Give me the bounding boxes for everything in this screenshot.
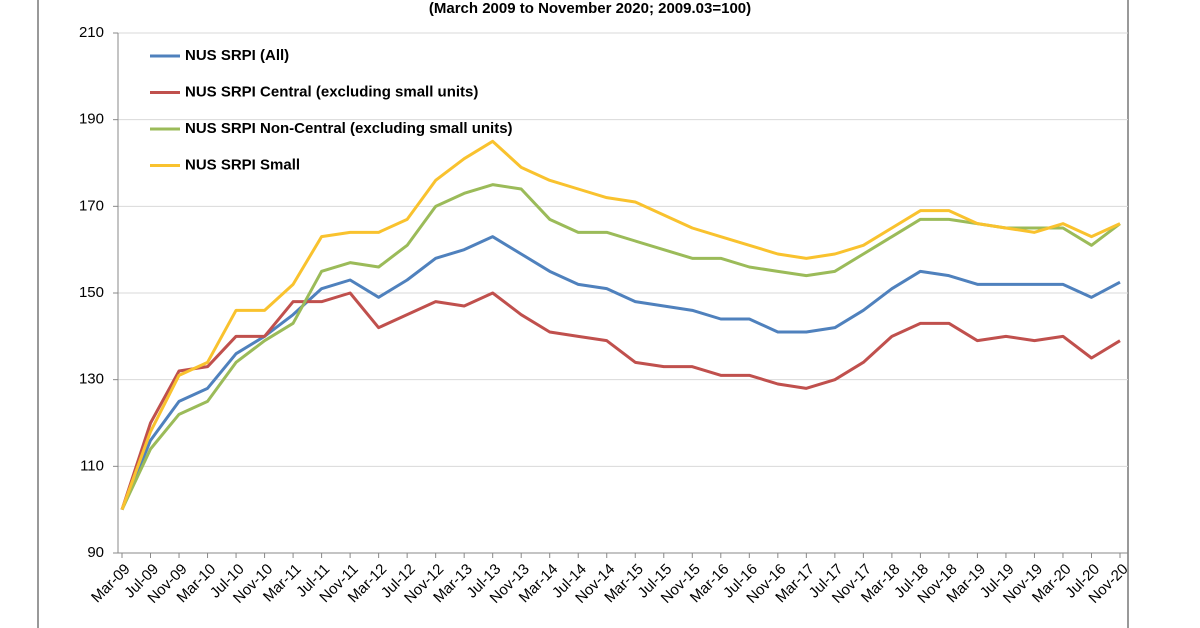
chart-subtitle: (March 2009 to November 2020; 2009.03=10… (429, 0, 751, 17)
y-tick-label: 170 (79, 197, 104, 214)
y-tick-label: 90 (87, 544, 104, 561)
series-line (120, 291, 1121, 511)
y-tick-label: 110 (80, 457, 104, 474)
legend-label: NUS SRPI (All) (185, 47, 289, 64)
y-tick-label: 130 (79, 371, 104, 388)
series-line (120, 235, 1121, 511)
legend-label: NUS SRPI Non-Central (excluding small un… (185, 120, 513, 137)
y-tick-label: 210 (79, 24, 104, 41)
series-line (120, 183, 1121, 511)
y-tick-label: 190 (79, 111, 104, 128)
y-tick-label: 150 (79, 284, 104, 301)
legend-label: NUS SRPI Small (185, 156, 300, 173)
series-line (120, 139, 1121, 511)
legend-label: NUS SRPI Central (excluding small units) (185, 83, 478, 100)
